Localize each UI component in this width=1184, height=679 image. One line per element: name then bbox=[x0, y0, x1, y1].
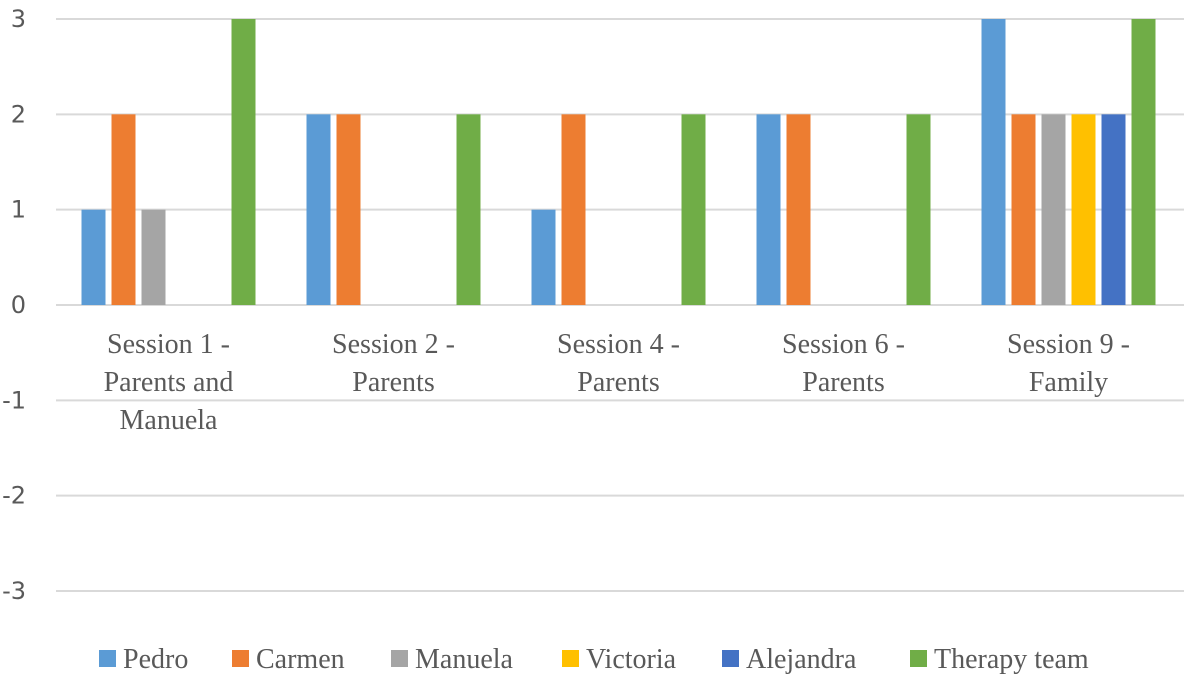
x-tick-label: Session 2 - Parents bbox=[332, 329, 455, 398]
x-tick-label-line: Parents bbox=[577, 367, 659, 398]
legend-swatch bbox=[910, 650, 927, 667]
bar bbox=[786, 114, 811, 305]
legend-label: Manuela bbox=[415, 644, 514, 675]
legend-swatch bbox=[722, 650, 739, 667]
bar bbox=[111, 114, 136, 305]
x-tick-label-line: Parents bbox=[352, 367, 434, 398]
y-tick-label: -1 bbox=[2, 386, 26, 414]
x-tick-label: Session 1 - Parents and Manuela bbox=[104, 329, 234, 436]
legend-swatch bbox=[562, 650, 579, 667]
legend-label: Alejandra bbox=[746, 644, 857, 675]
legend-item: Victoria bbox=[562, 644, 677, 675]
bar bbox=[1041, 114, 1066, 305]
bar bbox=[306, 114, 331, 305]
x-tick-label: Session 6 - Parents bbox=[782, 329, 905, 398]
y-axis-ticks: 3 2 1 0 -1 -2 -3 bbox=[2, 5, 26, 605]
legend-swatch bbox=[232, 650, 249, 667]
bar bbox=[1071, 114, 1096, 305]
bar bbox=[336, 114, 361, 305]
legend-item: Therapy team bbox=[910, 644, 1089, 675]
bar bbox=[1011, 114, 1036, 305]
legend-label: Carmen bbox=[256, 644, 345, 675]
legend: Pedro Carmen Manuela Victoria Alejandra Thera… bbox=[99, 644, 1089, 675]
x-tick-label-line: Session 4 - bbox=[557, 329, 680, 360]
x-tick-label-line: Session 1 - bbox=[107, 329, 230, 360]
y-tick-label: -2 bbox=[2, 482, 26, 510]
bar bbox=[756, 114, 781, 305]
x-tick-label-line: Session 2 - bbox=[332, 329, 455, 360]
y-tick-label: 2 bbox=[11, 100, 26, 128]
bar bbox=[456, 114, 481, 305]
bar bbox=[561, 114, 586, 305]
bar bbox=[1131, 19, 1156, 305]
legend-item: Alejandra bbox=[722, 644, 857, 675]
bar bbox=[531, 209, 556, 305]
bar bbox=[906, 114, 931, 305]
x-tick-label-line: Manuela bbox=[120, 405, 219, 436]
x-tick-label-line: Session 6 - bbox=[782, 329, 905, 360]
legend-item: Pedro bbox=[99, 644, 188, 675]
bar bbox=[231, 19, 256, 305]
bars bbox=[81, 19, 1156, 305]
x-axis-ticks: Session 1 - Parents and Manuela Session 2 -… bbox=[104, 329, 1130, 436]
y-tick-label: 3 bbox=[11, 5, 26, 33]
bar bbox=[981, 19, 1006, 305]
y-tick-label: 1 bbox=[11, 196, 26, 224]
legend-item: Carmen bbox=[232, 644, 345, 675]
legend-swatch bbox=[99, 650, 116, 667]
legend-label: Therapy team bbox=[934, 644, 1089, 675]
x-tick-label: Session 4 - Parents bbox=[557, 329, 680, 398]
x-tick-label-line: Parents bbox=[802, 367, 884, 398]
legend-label: Pedro bbox=[123, 644, 188, 675]
x-tick-label-line: Family bbox=[1029, 367, 1108, 398]
legend-label: Victoria bbox=[586, 644, 677, 675]
bar bbox=[141, 209, 166, 305]
y-tick-label: -3 bbox=[2, 577, 26, 605]
legend-swatch bbox=[391, 650, 408, 667]
legend-item: Manuela bbox=[391, 644, 514, 675]
bar bbox=[1101, 114, 1126, 305]
x-tick-label-line: Parents and bbox=[104, 367, 234, 398]
x-tick-label-line: Session 9 - bbox=[1007, 329, 1130, 360]
bar bbox=[681, 114, 706, 305]
y-tick-label: 0 bbox=[11, 291, 26, 319]
bar bbox=[81, 209, 106, 305]
x-tick-label: Session 9 - Family bbox=[1007, 329, 1130, 398]
